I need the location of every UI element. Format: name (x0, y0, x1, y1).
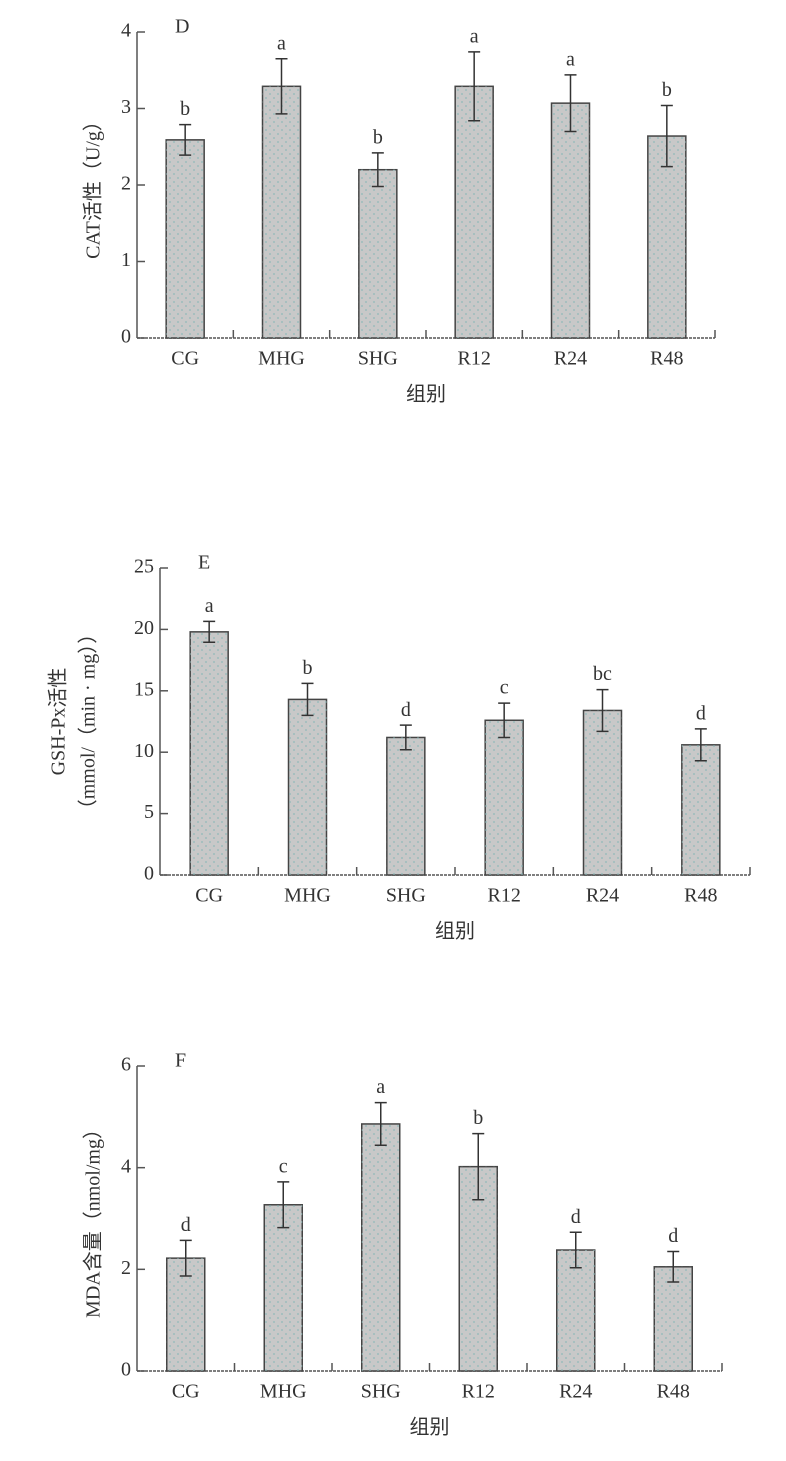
panel-label: E (198, 552, 210, 574)
significance-letter: a (277, 32, 286, 54)
significance-letter: b (662, 79, 672, 101)
y-axis-label: MDA含量（nmol/mg） (82, 1119, 105, 1318)
significance-letter: b (473, 1107, 483, 1129)
error-bar (399, 724, 412, 751)
significance-letter: b (180, 98, 190, 120)
y-tick-label: 0 (121, 1359, 131, 1381)
x-tick-label: SHG (386, 885, 426, 907)
significance-letter: a (470, 25, 479, 47)
significance-letter: b (303, 657, 313, 679)
significance-letter: d (401, 699, 411, 721)
x-tick-label: R12 (462, 1381, 495, 1403)
bar-texture (647, 136, 686, 338)
error-bar (564, 74, 577, 133)
x-axis-label: 组别 (435, 920, 475, 943)
x-tick-label: R24 (554, 348, 587, 370)
x-tick-label: MHG (260, 1381, 307, 1403)
bar-texture (262, 86, 301, 338)
y-tick-label: 1 (121, 249, 131, 271)
significance-letter: a (376, 1076, 385, 1098)
error-bar (277, 1181, 290, 1229)
bar-texture (358, 169, 397, 338)
error-bar (596, 688, 609, 733)
x-axis-label: 组别 (406, 383, 446, 406)
panel-label: F (175, 1050, 186, 1072)
x-tick-label: R48 (650, 348, 683, 370)
x-axis-label: 组别 (410, 1416, 450, 1439)
error-bar (301, 682, 314, 717)
y-tick-label: 25 (134, 556, 154, 578)
bar-texture (551, 103, 590, 339)
bar-texture (288, 699, 327, 875)
x-tick-label: MHG (258, 348, 305, 370)
bar-texture (681, 744, 720, 875)
error-bar (667, 1250, 680, 1283)
x-tick-label: SHG (361, 1381, 401, 1403)
x-tick-label: R24 (586, 885, 619, 907)
y-tick-label: 6 (121, 1054, 131, 1076)
x-tick-label: R12 (487, 885, 520, 907)
x-tick-label: R48 (684, 885, 717, 907)
error-bar (498, 702, 511, 739)
bar-texture (166, 139, 205, 338)
significance-letter: c (500, 677, 509, 699)
error-bar (472, 1132, 485, 1201)
x-tick-label: CG (172, 1381, 200, 1403)
y-tick-label: 15 (134, 678, 154, 700)
y-tick-label: 3 (121, 96, 131, 118)
x-tick-label: R48 (657, 1381, 690, 1403)
panel-label: D (175, 16, 189, 38)
x-tick-label: MHG (284, 885, 331, 907)
y-tick-label: 5 (144, 801, 154, 823)
error-bar (569, 1231, 582, 1269)
y-tick-label: 2 (121, 1257, 131, 1279)
y-tick-label: 4 (121, 1155, 131, 1177)
y-tick-label: 10 (134, 740, 154, 762)
error-bar (179, 1239, 192, 1277)
significance-letter: b (373, 126, 383, 148)
bar-texture (166, 1258, 205, 1371)
x-tick-label: CG (171, 348, 199, 370)
significance-letter: bc (593, 663, 612, 685)
bar-texture (459, 1166, 498, 1371)
y-tick-label: 4 (121, 20, 131, 42)
y-axis-label: CAT活性（U/g） (82, 111, 105, 259)
bar-texture (386, 737, 425, 875)
error-bar (275, 58, 288, 115)
y-axis-label: GSH-Px活性 (47, 668, 70, 776)
significance-letter: d (181, 1214, 191, 1236)
significance-letter: a (566, 48, 575, 70)
error-bar (374, 1101, 387, 1147)
error-bar (694, 728, 707, 762)
bar-texture (190, 631, 229, 875)
y-tick-label: 20 (134, 617, 154, 639)
error-bar (203, 620, 216, 644)
y-axis-label: （mmol/（min · mg）） (77, 624, 100, 820)
x-tick-label: R12 (457, 348, 490, 370)
error-bar (179, 123, 192, 156)
significance-letter: d (696, 702, 706, 724)
bar-texture (654, 1266, 693, 1371)
significance-letter: d (668, 1225, 678, 1247)
error-bar (468, 51, 481, 122)
error-bar (371, 152, 384, 188)
bar-texture (556, 1250, 595, 1371)
bar-texture (583, 710, 622, 875)
significance-letter: d (571, 1206, 581, 1228)
x-tick-label: R24 (559, 1381, 592, 1403)
x-tick-label: CG (195, 885, 223, 907)
error-bar (660, 104, 673, 168)
significance-letter: c (279, 1155, 288, 1177)
bar-texture (485, 720, 524, 875)
significance-letter: a (205, 595, 214, 617)
bar-texture (264, 1204, 303, 1371)
x-tick-label: SHG (358, 348, 398, 370)
bar-texture (361, 1123, 400, 1371)
y-tick-label: 0 (144, 863, 154, 885)
bar-texture (455, 86, 494, 338)
y-tick-label: 2 (121, 173, 131, 195)
y-tick-label: 0 (121, 326, 131, 348)
